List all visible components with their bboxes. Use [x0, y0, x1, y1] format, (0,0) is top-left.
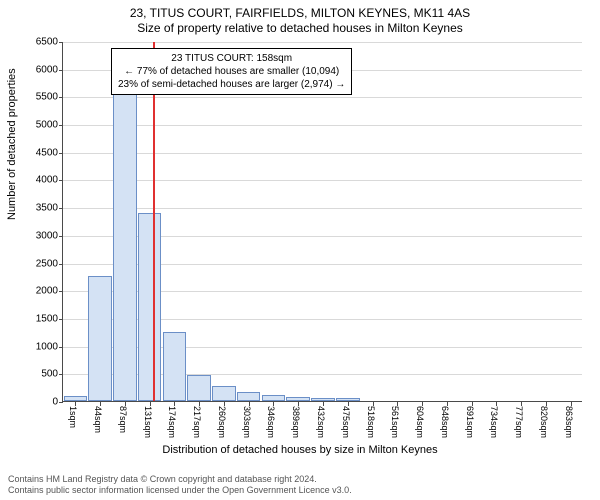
y-tick-label: 6000	[14, 64, 58, 75]
x-tick-label: 346sqm	[266, 406, 276, 438]
x-tick-label: 777sqm	[514, 406, 524, 438]
histogram-bar	[64, 396, 88, 401]
x-tick-label: 863sqm	[564, 406, 574, 438]
y-tick-mark	[59, 319, 63, 320]
histogram-bar	[286, 397, 310, 401]
y-tick-label: 3000	[14, 230, 58, 241]
gridline	[63, 125, 582, 126]
x-tick-label: 604sqm	[415, 406, 425, 438]
x-tick-label: 518sqm	[366, 406, 376, 438]
y-tick-label: 5000	[14, 120, 58, 131]
y-tick-mark	[59, 374, 63, 375]
gridline	[63, 153, 582, 154]
x-tick-label: 260sqm	[217, 406, 227, 438]
reference-line	[153, 42, 155, 401]
y-tick-label: 3500	[14, 203, 58, 214]
x-tick-label: 475sqm	[341, 406, 351, 438]
y-tick-mark	[59, 208, 63, 209]
y-tick-mark	[59, 236, 63, 237]
histogram-bar	[113, 94, 137, 401]
x-tick-label: 734sqm	[489, 406, 499, 438]
x-tick-label: 1sqm	[68, 406, 78, 428]
x-tick-label: 648sqm	[440, 406, 450, 438]
gridline	[63, 208, 582, 209]
footer-attribution: Contains HM Land Registry data © Crown c…	[8, 474, 592, 497]
y-tick-label: 5500	[14, 92, 58, 103]
x-tick-label: 44sqm	[93, 406, 103, 433]
title-main: 23, TITUS COURT, FAIRFIELDS, MILTON KEYN…	[0, 6, 600, 20]
y-tick-mark	[59, 291, 63, 292]
annotation-line: 23 TITUS COURT: 158sqm	[118, 52, 345, 65]
histogram-bar	[262, 395, 286, 401]
gridline	[63, 42, 582, 43]
y-tick-label: 4000	[14, 175, 58, 186]
y-tick-label: 2500	[14, 258, 58, 269]
histogram-bar	[163, 332, 187, 401]
plot-region: 0500100015002000250030003500400045005000…	[62, 42, 582, 402]
x-tick-label: 432sqm	[316, 406, 326, 438]
y-tick-label: 4500	[14, 147, 58, 158]
y-tick-mark	[59, 70, 63, 71]
y-tick-label: 0	[14, 397, 58, 408]
y-tick-mark	[59, 125, 63, 126]
x-tick-label: 691sqm	[465, 406, 475, 438]
histogram-bar	[237, 392, 261, 401]
footer-line-1: Contains HM Land Registry data © Crown c…	[8, 474, 592, 485]
x-tick-label: 87sqm	[118, 406, 128, 433]
y-tick-mark	[59, 153, 63, 154]
y-tick-mark	[59, 347, 63, 348]
y-tick-label: 2000	[14, 286, 58, 297]
histogram-bar	[311, 398, 335, 401]
annotation-box: 23 TITUS COURT: 158sqm← 77% of detached …	[111, 48, 352, 95]
title-sub: Size of property relative to detached ho…	[0, 21, 600, 35]
x-tick-label: 174sqm	[167, 406, 177, 438]
y-tick-mark	[59, 97, 63, 98]
histogram-bar	[212, 386, 236, 402]
annotation-line: 23% of semi-detached houses are larger (…	[118, 78, 345, 91]
histogram-bar	[336, 398, 360, 401]
histogram-bar	[138, 213, 162, 401]
histogram-bar	[88, 276, 112, 401]
y-tick-mark	[59, 402, 63, 403]
gridline	[63, 180, 582, 181]
y-tick-mark	[59, 180, 63, 181]
title-block: 23, TITUS COURT, FAIRFIELDS, MILTON KEYN…	[0, 0, 600, 35]
y-tick-mark	[59, 264, 63, 265]
y-tick-mark	[59, 42, 63, 43]
y-tick-label: 500	[14, 369, 58, 380]
histogram-bar	[187, 375, 211, 401]
x-tick-label: 217sqm	[192, 406, 202, 438]
footer-line-2: Contains public sector information licen…	[8, 485, 592, 496]
gridline	[63, 97, 582, 98]
y-tick-label: 1500	[14, 313, 58, 324]
x-tick-label: 303sqm	[242, 406, 252, 438]
x-tick-label: 389sqm	[291, 406, 301, 438]
x-tick-label: 820sqm	[539, 406, 549, 438]
x-axis-title: Distribution of detached houses by size …	[0, 444, 600, 456]
x-tick-label: 561sqm	[390, 406, 400, 438]
x-tick-label: 131sqm	[143, 406, 153, 438]
chart-area: 0500100015002000250030003500400045005000…	[62, 42, 582, 402]
y-tick-label: 1000	[14, 341, 58, 352]
y-tick-label: 6500	[14, 37, 58, 48]
annotation-line: ← 77% of detached houses are smaller (10…	[118, 65, 345, 78]
